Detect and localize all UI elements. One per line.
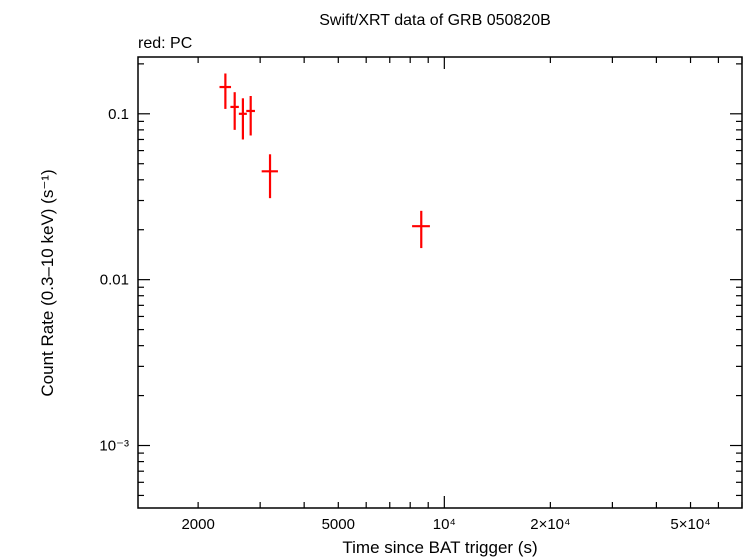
x-tick-label: 2×10⁴ bbox=[530, 516, 570, 533]
x-axis-label: Time since BAT trigger (s) bbox=[342, 538, 537, 557]
chart-title: Swift/XRT data of GRB 050820B bbox=[319, 12, 551, 29]
x-axis-ticks: 2000 5000 10⁴ 2×10⁴ 5×10⁴ bbox=[181, 57, 743, 533]
data-points bbox=[219, 73, 430, 249]
y-tick-label: 0.01 bbox=[100, 272, 129, 289]
x-tick-label: 10⁴ bbox=[433, 516, 456, 533]
data-point bbox=[261, 154, 278, 199]
chart-subtitle: red: PC bbox=[138, 35, 192, 52]
x-tick-label: 2000 bbox=[181, 516, 214, 533]
data-point bbox=[238, 98, 247, 140]
y-axis-ticks: 0.1 0.01 10⁻³ bbox=[99, 63, 742, 497]
data-point bbox=[219, 73, 232, 109]
data-point bbox=[230, 92, 239, 130]
y-axis-label: Count Rate (0.3–10 keV) (s⁻¹) bbox=[38, 169, 57, 396]
data-point bbox=[412, 210, 430, 249]
x-tick-label: 5×10⁴ bbox=[670, 516, 710, 533]
x-tick-label: 5000 bbox=[322, 516, 355, 533]
plot-frame bbox=[137, 56, 743, 509]
data-point bbox=[246, 96, 255, 136]
y-tick-label: 0.1 bbox=[108, 106, 129, 123]
y-tick-label: 10⁻³ bbox=[99, 438, 129, 455]
